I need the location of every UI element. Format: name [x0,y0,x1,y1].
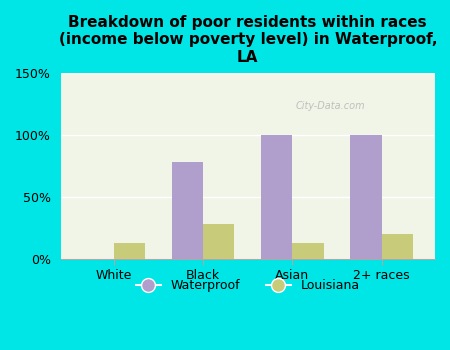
Legend: Waterproof, Louisiana: Waterproof, Louisiana [131,274,365,298]
Bar [261,135,292,259]
Bar [203,224,234,259]
Title: Breakdown of poor residents within races
(income below poverty level) in Waterpr: Breakdown of poor residents within races… [58,15,437,65]
Bar [292,243,324,259]
Text: City-Data.com: City-Data.com [295,102,365,111]
Bar [350,135,382,259]
Bar [114,243,145,259]
Bar [382,234,413,259]
Bar [172,162,203,259]
